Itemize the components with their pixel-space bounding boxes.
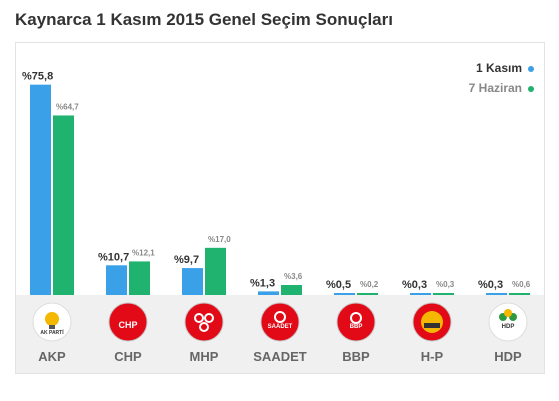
crescent-2-icon bbox=[204, 313, 214, 323]
value-label-1kasim-h-p: %0,3 bbox=[402, 279, 427, 291]
legend-label-1kasim: 1 Kasım bbox=[475, 61, 522, 75]
logo-text-akp: AK PARTİ bbox=[40, 329, 64, 336]
chart-title: Kaynarca 1 Kasım 2015 Genel Seçim Sonuçl… bbox=[15, 10, 393, 29]
bar-1kasim-hdp bbox=[486, 293, 507, 295]
logo-text-hdp: HDP bbox=[502, 324, 515, 330]
logo-text-chp: CHP bbox=[118, 320, 137, 330]
logo-text-saadet: SAADET bbox=[268, 324, 293, 330]
logo-chp-icon bbox=[108, 302, 148, 342]
factory-icon bbox=[424, 323, 440, 328]
party-label-chp: CHP bbox=[114, 349, 142, 364]
value-label-7haziran-mhp: %17,0 bbox=[208, 235, 231, 244]
bar-1kasim-chp bbox=[106, 265, 127, 295]
party-label-hdp: HDP bbox=[494, 349, 522, 364]
party-label-mhp: MHP bbox=[190, 349, 219, 364]
crescent-1-icon bbox=[194, 313, 204, 323]
logo-text-bbp: BBP bbox=[350, 324, 363, 330]
legend-dot-blue bbox=[528, 65, 534, 72]
crescent-3-icon bbox=[199, 322, 209, 332]
leaf-3-icon bbox=[504, 309, 512, 317]
value-label-7haziran-chp: %12,1 bbox=[132, 248, 155, 257]
legend-item-1kasim: 1 Kasım bbox=[469, 61, 534, 75]
value-label-1kasim-saadet: %1,3 bbox=[250, 277, 275, 289]
bar-7haziran-chp bbox=[129, 261, 150, 295]
party-label-bbp: BBP bbox=[342, 349, 370, 364]
bar-1kasim-h-p bbox=[410, 293, 431, 295]
bar-7haziran-mhp bbox=[205, 247, 226, 295]
value-label-1kasim-hdp: %0,3 bbox=[478, 279, 503, 291]
party-label-h-p: H-P bbox=[421, 349, 444, 364]
value-label-1kasim-chp: %10,7 bbox=[98, 251, 129, 263]
bar-1kasim-bbp bbox=[334, 293, 355, 295]
value-label-7haziran-h-p: %0,3 bbox=[436, 280, 455, 289]
chart-panel: 1 Kasım 7 Haziran %75,8 %64,7 AK PARTİ AKP%… bbox=[15, 42, 545, 374]
bar-chart: %75,8 %64,7 AK PARTİ AKP %10,7 %12,1 CHP CHP %9,… bbox=[22, 71, 531, 364]
bar-7haziran-bbp bbox=[357, 293, 378, 295]
crescent-icon bbox=[350, 312, 362, 324]
bulb-base-icon bbox=[49, 325, 55, 329]
value-label-1kasim-akp: %75,8 bbox=[22, 71, 53, 83]
value-label-7haziran-bbp: %0,2 bbox=[360, 280, 379, 289]
value-label-7haziran-akp: %64,7 bbox=[56, 102, 79, 111]
legend-label-7haziran: 7 Haziran bbox=[468, 81, 522, 95]
bar-1kasim-saadet bbox=[258, 291, 279, 295]
bar-7haziran-akp bbox=[53, 115, 74, 296]
logo-hdp-icon bbox=[488, 302, 528, 342]
bar-7haziran-saadet bbox=[281, 285, 302, 295]
legend-item-7haziran: 7 Haziran bbox=[469, 81, 534, 95]
legend-dot-green bbox=[528, 85, 534, 92]
sun-icon bbox=[421, 311, 443, 333]
value-label-7haziran-hdp: %0,6 bbox=[512, 280, 531, 289]
legend: 1 Kasım 7 Haziran bbox=[469, 61, 534, 101]
bulb-icon bbox=[45, 312, 59, 326]
bar-7haziran-h-p bbox=[433, 293, 454, 295]
bar-7haziran-hdp bbox=[509, 293, 530, 295]
value-label-1kasim-mhp: %9,7 bbox=[174, 254, 199, 266]
party-label-akp: AKP bbox=[38, 349, 66, 364]
party-label-saadet: SAADET bbox=[253, 349, 307, 364]
bar-1kasim-mhp bbox=[182, 268, 203, 295]
value-label-7haziran-saadet: %3,6 bbox=[284, 272, 303, 281]
bar-1kasim-akp bbox=[30, 84, 51, 295]
value-label-1kasim-bbp: %0,5 bbox=[326, 279, 351, 291]
moon-icon bbox=[274, 311, 286, 323]
